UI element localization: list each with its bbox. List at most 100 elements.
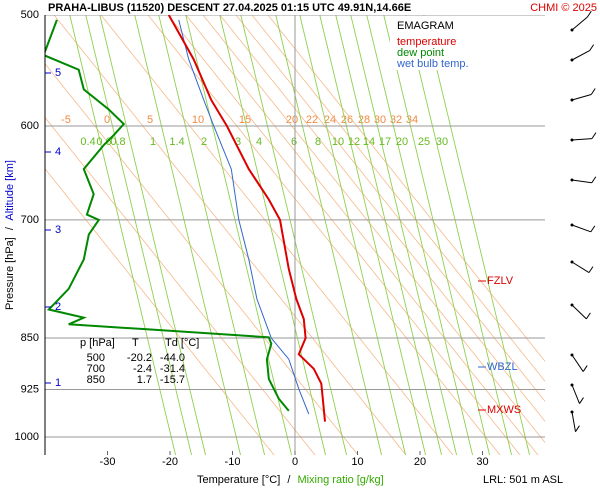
y-tick-label: 600: [21, 120, 39, 132]
background-lines: -505101520222426283032340.40.60.811.4234…: [45, 15, 545, 455]
footer: LRL: 501 m ASL: [483, 474, 563, 486]
table-cell: -44.0: [160, 352, 185, 364]
dry-adiabat-label: 10: [192, 114, 204, 126]
mixing-ratio-line: [134, 15, 241, 455]
credit: CHMI © 2025: [530, 2, 597, 14]
annotation: WBZL: [487, 361, 518, 373]
table-cell: -15.7: [160, 374, 185, 386]
mixing-ratio-line: [350, 15, 457, 455]
wind-barb-flag: [591, 132, 597, 139]
table-cell: 1.7: [137, 374, 152, 386]
dry-adiabat: [219, 15, 545, 422]
y-label-separator: /: [4, 226, 16, 230]
mixing-ratio-line: [185, 15, 292, 455]
legend-title: EMAGRAM: [397, 20, 454, 32]
mixing-ratio-label: 4: [256, 136, 262, 148]
dry-adiabat: [267, 15, 545, 362]
wind-barb: [571, 16, 588, 31]
x-axis-label: Temperature [°C] / Mixing ratio [g/kg]: [197, 474, 384, 486]
wind-barb: [571, 411, 576, 432]
wind-barb: [571, 261, 590, 274]
wind-barb: [571, 50, 590, 61]
y-tick-label: 925: [21, 383, 39, 395]
wind-barb-dot: [570, 58, 574, 62]
altitude-label: 4: [55, 146, 61, 158]
dry-adiabat: [45, 168, 275, 455]
table-cell: -31.4: [160, 363, 185, 375]
x-label: Temperature [°C]: [197, 474, 280, 486]
x-tick-label: -20: [162, 456, 178, 468]
mixing-ratio-line: [69, 15, 176, 455]
wind-barb-dot: [570, 383, 574, 387]
wind-barb-flag: [585, 312, 591, 320]
chart-title: PRAHA-LIBUS (11520) DESCENT 27.04.2025 0…: [48, 2, 411, 14]
wind-barb-dot: [570, 223, 574, 227]
altitude-label: 1: [55, 377, 61, 389]
mixing-ratio-label: 25: [418, 136, 430, 148]
mixing-ratio-line: [405, 15, 512, 455]
dry-adiabat-label: -5: [61, 114, 71, 126]
wind-barb-flag: [579, 397, 584, 404]
legend-entry: temperature: [397, 36, 456, 48]
table-cell: -20.2: [127, 352, 152, 364]
wind-barb-dot: [570, 98, 574, 102]
legend-entry: dew point: [397, 47, 444, 59]
y-label-2: Altitude [km]: [4, 160, 16, 221]
table-cell: 850: [87, 374, 105, 386]
dry-adiabat-label: 22: [306, 114, 318, 126]
x-tick-label: 10: [351, 456, 363, 468]
altitude-label: 3: [55, 224, 61, 236]
mixing-ratio-line: [366, 15, 473, 455]
x-label-2: Mixing ratio [g/kg]: [297, 474, 383, 486]
wind-barb-flag: [586, 10, 592, 18]
wind-barb-flag: [589, 44, 595, 51]
wind-barb-flag: [575, 425, 580, 432]
wind-barb: [571, 304, 587, 320]
x-tick-label: 0: [292, 456, 298, 468]
profile-line: [167, 15, 326, 422]
mixing-ratio-label: 3: [235, 136, 241, 148]
mixing-ratio-line: [219, 15, 326, 455]
dry-adiabat: [45, 63, 359, 455]
annotation: FZLV: [487, 275, 514, 287]
mixing-ratio-label: 20: [396, 136, 408, 148]
wind-barb-dot: [570, 353, 574, 357]
mixing-ratio-label: 10: [332, 136, 344, 148]
profiles: [45, 15, 326, 422]
mixing-ratio-label: 1.4: [169, 136, 184, 148]
mixing-ratio-label: 2: [201, 136, 207, 148]
dry-adiabat: [167, 15, 521, 455]
x-tick-label: -10: [225, 456, 241, 468]
y-axis-label: Pressure [hPa] / Altitude [km]: [4, 160, 16, 310]
mixing-ratio-line: [99, 15, 206, 455]
table-cell: 500: [87, 352, 105, 364]
mixing-ratio-label: 0.4: [80, 136, 95, 148]
y-tick-label: 700: [21, 214, 39, 226]
mixing-ratio-line: [335, 15, 442, 455]
wind-barb: [571, 224, 591, 233]
altitude-label: 5: [55, 67, 61, 79]
wind-barb-flag: [590, 225, 596, 233]
altitude-label: 2: [55, 301, 61, 313]
dry-adiabat: [100, 15, 454, 455]
legend-box: [390, 16, 502, 70]
wind-barb-dot: [570, 28, 574, 32]
mixing-ratio-label: 12: [348, 136, 360, 148]
mixing-ratio-line: [85, 15, 192, 455]
dry-adiabat-label: 20: [286, 114, 298, 126]
x-tick-label: 30: [476, 456, 488, 468]
y-tick-label: 1000: [15, 431, 39, 443]
profile-line: [45, 19, 290, 412]
mixing-ratio-line: [319, 15, 426, 455]
wind-barb-dot: [570, 138, 574, 142]
wind-barb-dot: [570, 303, 574, 307]
profile-line: [178, 19, 310, 415]
dry-adiabat-label: 5: [147, 114, 153, 126]
wind-barb-flag: [582, 365, 588, 372]
mixing-ratio-label: 17: [379, 136, 391, 148]
wind-barb-flag: [590, 88, 596, 95]
dry-adiabat: [185, 15, 539, 455]
table-cell: 700: [87, 363, 105, 375]
